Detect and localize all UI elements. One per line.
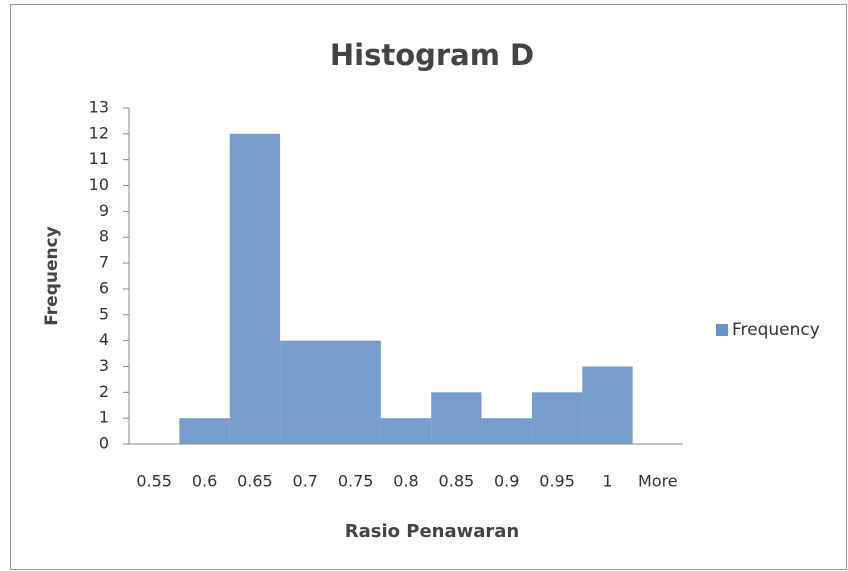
- y-tick-label: 8: [99, 227, 109, 246]
- chart-title: Histogram D: [330, 38, 534, 72]
- y-tick-label: 5: [99, 304, 109, 323]
- bar: [481, 418, 532, 444]
- bar: [179, 418, 230, 444]
- x-tick-label: 0.85: [439, 472, 475, 491]
- x-tick-label: 0.55: [136, 472, 172, 491]
- y-tick-label: 9: [99, 201, 109, 220]
- y-tick-label: 12: [89, 123, 109, 142]
- y-tick-label: 6: [99, 278, 109, 297]
- bar: [431, 392, 482, 444]
- x-tick-label: 0.75: [338, 472, 374, 491]
- x-tick-label: 0.7: [293, 472, 318, 491]
- bar: [380, 418, 432, 444]
- y-tick-label: 10: [89, 175, 109, 194]
- x-tick-label: 0.8: [393, 472, 418, 491]
- legend-label: Frequency: [732, 320, 820, 340]
- y-tick-label: 11: [89, 149, 109, 168]
- bar: [229, 133, 281, 444]
- y-tick-label: 7: [99, 253, 109, 272]
- x-tick-label: 1: [602, 472, 612, 491]
- x-tick-label: 0.6: [192, 472, 217, 491]
- bar: [280, 340, 331, 444]
- bar: [582, 366, 633, 444]
- x-axis-label: Rasio Penawaran: [345, 521, 520, 542]
- y-tick-label: 3: [99, 356, 109, 375]
- bar: [330, 340, 381, 444]
- chart-frame: [10, 4, 847, 570]
- y-tick-label: 2: [99, 382, 109, 401]
- y-tick-label: 4: [99, 330, 109, 349]
- x-tick-label: 0.9: [494, 472, 519, 491]
- x-tick-label: 0.65: [237, 472, 273, 491]
- y-axis-label: Frequency: [42, 226, 62, 326]
- bar: [531, 392, 583, 444]
- x-tick-label: More: [638, 472, 678, 491]
- x-tick-label: 0.95: [539, 472, 575, 491]
- y-tick-label: 13: [89, 98, 109, 117]
- y-tick-label: 1: [99, 408, 109, 427]
- legend-swatch: [716, 324, 728, 336]
- y-tick-label: 0: [99, 434, 109, 453]
